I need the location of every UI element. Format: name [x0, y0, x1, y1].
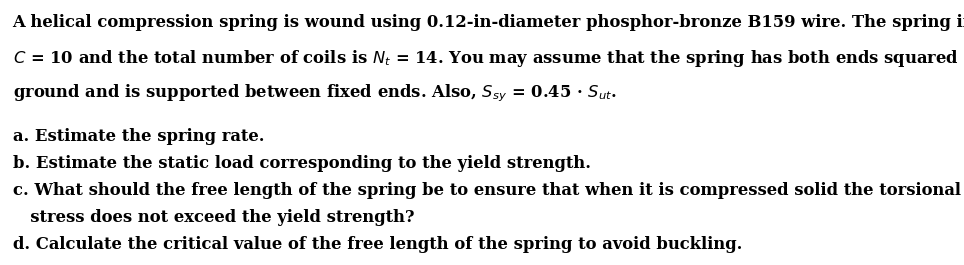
- Text: ground and is supported between fixed ends. Also, $S_{sy}$ = 0.45 · $S_{ut}$.: ground and is supported between fixed en…: [13, 82, 616, 104]
- Text: stress does not exceed the yield strength?: stress does not exceed the yield strengt…: [13, 209, 414, 226]
- Text: d. Calculate the critical value of the free length of the spring to avoid buckli: d. Calculate the critical value of the f…: [13, 236, 742, 253]
- Text: b. Estimate the static load corresponding to the yield strength.: b. Estimate the static load correspondin…: [13, 155, 591, 172]
- Text: c. What should the free length of the spring be to ensure that when it is compre: c. What should the free length of the sp…: [13, 182, 960, 199]
- Text: a. Estimate the spring rate.: a. Estimate the spring rate.: [13, 128, 264, 145]
- Text: $C$ = 10 and the total number of coils is $N_t$ = 14. You may assume that the sp: $C$ = 10 and the total number of coils i…: [13, 48, 964, 69]
- Text: A helical compression spring is wound using 0.12-in-diameter phosphor-bronze B15: A helical compression spring is wound us…: [13, 14, 964, 31]
